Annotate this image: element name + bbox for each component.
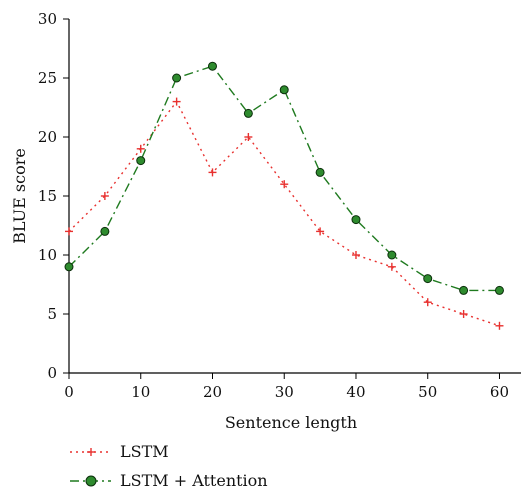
x-tick-label: 50: [418, 383, 437, 401]
x-tick-label: 20: [203, 383, 222, 401]
y-tick-label: 5: [47, 305, 57, 323]
data-point-lstm-attention: [100, 226, 110, 236]
data-point-lstm-attention: [64, 262, 74, 272]
data-point-lstm: [208, 168, 217, 177]
y-tick-label: 0: [47, 364, 57, 382]
data-point-lstm: [65, 227, 73, 236]
data-point-lstm: [351, 251, 360, 259]
legend-item-lstm: LSTM: [70, 442, 169, 461]
data-point-lstm: [423, 298, 432, 307]
data-point-lstm-attention: [459, 285, 469, 295]
series-layer: [64, 61, 504, 330]
y-tick-label: 15: [38, 187, 57, 205]
legend: LSTM LSTM + Attention: [70, 442, 268, 489]
y-tick-label: 25: [38, 69, 57, 87]
data-point-lstm: [280, 180, 289, 189]
data-point-lstm: [459, 310, 468, 318]
x-tick-label: 10: [131, 383, 150, 401]
legend-label: LSTM + Attention: [120, 471, 268, 489]
data-point-lstm: [316, 227, 325, 236]
axes: 0 10 20 30 40 50 60 0 5 10 15 20 25 30 Sentence length…: [10, 10, 521, 432]
legend-marker: [87, 448, 95, 456]
data-point-lstm: [136, 144, 145, 153]
data-point-lstm-attention: [207, 61, 217, 71]
x-tick-label: 60: [490, 383, 509, 401]
data-point-lstm-attention: [243, 108, 253, 118]
x-tick-label: 0: [64, 383, 74, 401]
legend-marker: [85, 475, 97, 487]
series-line-lstm: [68, 100, 500, 327]
y-tick-label: 30: [38, 10, 57, 28]
x-tick-label: 40: [346, 383, 365, 401]
data-point-lstm: [495, 321, 504, 330]
data-point-lstm-attention: [279, 85, 289, 95]
data-point-lstm-attention: [387, 250, 397, 260]
x-axis-title: Sentence length: [225, 413, 357, 432]
data-point-lstm-attention: [351, 215, 361, 225]
y-tick-label: 10: [38, 246, 57, 264]
y-tick-label: 20: [38, 128, 57, 146]
series-line-lstm-attention: [68, 65, 500, 292]
data-point-lstm-attention: [423, 274, 433, 284]
data-point-lstm: [387, 262, 396, 271]
x-tick-label: 30: [275, 383, 294, 401]
data-point-lstm-attention: [494, 285, 504, 295]
data-point-lstm-attention: [315, 167, 325, 177]
data-point-lstm-attention: [172, 73, 182, 83]
data-point-lstm: [172, 97, 181, 106]
y-axis-title: BLUE score: [10, 148, 29, 244]
data-point-lstm: [100, 192, 109, 200]
data-point-lstm-attention: [136, 156, 146, 166]
data-point-lstm: [244, 133, 253, 141]
legend-item-lstm-attention: LSTM + Attention: [70, 471, 268, 489]
legend-label: LSTM: [120, 442, 169, 461]
